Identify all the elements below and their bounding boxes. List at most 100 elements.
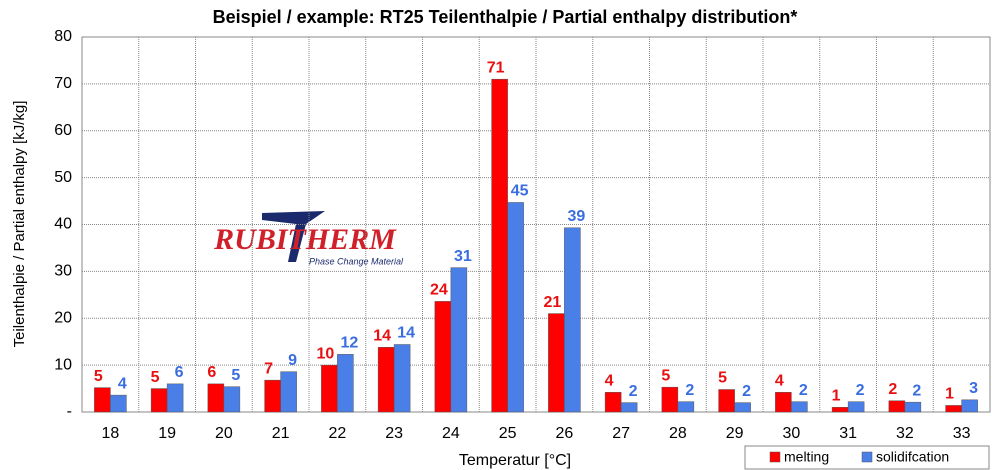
data-label: 2 [799,382,808,399]
x-tick-label: 24 [442,425,460,442]
data-label: 2 [912,382,921,399]
data-label: 14 [373,328,391,345]
data-label: 2 [856,382,865,399]
data-label: 45 [511,183,529,200]
logo-subtitle: Phase Change Material [309,256,404,266]
data-label: 24 [430,282,448,299]
bar [620,402,638,413]
bar [207,383,225,413]
data-label: 2 [742,383,751,400]
y-tick-label: 80 [54,28,72,45]
bar [166,383,184,413]
bar [150,388,168,413]
data-label: 1 [832,388,841,405]
data-label: 5 [94,368,103,385]
bar [847,401,865,413]
bar [904,401,922,413]
bar [945,405,962,413]
bar [393,344,411,413]
bar [337,354,354,413]
x-tick-label: 32 [896,425,914,442]
bar [677,401,695,413]
data-label: 4 [775,373,784,390]
data-label: 5 [151,369,160,386]
data-label: 10 [316,345,334,362]
bar [734,402,751,413]
x-tick-label: 25 [499,425,517,442]
logo-icon [262,211,325,262]
bar [321,364,338,413]
y-axis-title: Teilenthalpie / Partial enthalpy [kJ/kg] [11,101,28,348]
bar [377,347,395,413]
bar [831,407,849,413]
data-label: 1 [945,386,954,403]
data-label: 2 [888,381,897,398]
chart-title: Beispiel / example: RT25 Teilenthalpie /… [213,7,798,27]
bar [450,267,468,413]
data-label: 6 [175,364,184,381]
x-tick-label: 27 [612,425,630,442]
bar [961,399,978,413]
x-tick-label: 31 [839,425,857,442]
bar [791,401,808,413]
data-label: 21 [543,294,561,311]
plot-frame [81,36,991,413]
y-tick-label: 50 [54,169,72,186]
bar [264,379,281,413]
bar [718,389,735,413]
data-label: 31 [454,248,472,265]
bar [604,392,622,413]
x-tick-label: 33 [953,425,971,442]
x-tick-label: 18 [101,425,119,442]
data-label: 4 [118,375,127,392]
data-label: 4 [605,373,614,390]
legend-label: solidifcation [876,449,949,465]
data-label: 5 [718,370,727,387]
x-axis-title: Temperatur [°C] [459,452,571,469]
bar [548,313,565,413]
data-label: 2 [629,383,638,400]
x-tick-label: 30 [782,425,800,442]
data-label: 6 [207,364,216,381]
bar [888,400,906,413]
y-tick-label: 40 [54,216,72,233]
bar [94,387,111,413]
bar [775,392,792,413]
x-tick-label: 21 [272,425,290,442]
x-tick-label: 19 [158,425,176,442]
y-tick-label: - [67,403,72,420]
x-tick-label: 22 [328,425,346,442]
x-tick-label: 23 [385,425,403,442]
y-tick-label: 60 [54,122,72,139]
bar [223,386,241,413]
data-label: 9 [288,352,297,369]
legend-swatch [769,451,781,463]
data-label: 12 [340,335,358,352]
bar [507,202,524,413]
x-tick-label: 26 [555,425,573,442]
data-label: 7 [264,360,273,377]
bar [564,227,581,413]
x-tick-label: 20 [215,425,233,442]
data-label: 71 [487,59,505,76]
y-tick-label: 70 [54,75,72,92]
bar [661,386,679,413]
bar [110,394,127,413]
data-label: 2 [685,382,694,399]
data-label: 5 [231,367,240,384]
data-label: 3 [969,380,978,397]
legend-swatch [861,451,873,463]
x-tick-label: 28 [669,425,687,442]
data-label: 39 [567,208,585,225]
bar [280,371,297,413]
x-tick-label: 29 [726,425,744,442]
legend-label: melting [784,449,829,465]
bar [434,301,452,413]
y-tick-label: 20 [54,309,72,326]
y-tick-label: 30 [54,263,72,280]
y-tick-label: 10 [54,356,72,373]
data-label: 5 [661,367,670,384]
bar [491,78,508,413]
data-label: 14 [397,325,415,342]
